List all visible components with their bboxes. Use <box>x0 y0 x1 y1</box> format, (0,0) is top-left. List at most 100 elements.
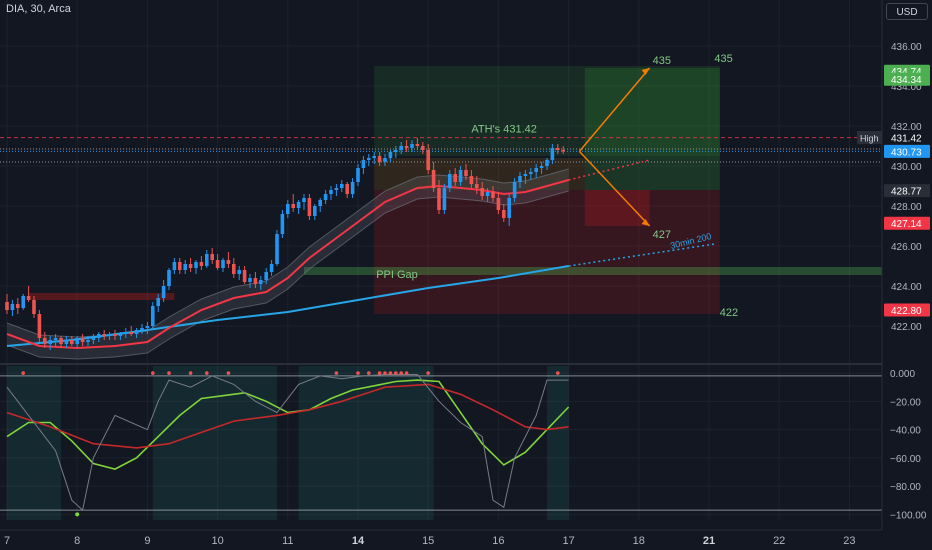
candle-body <box>534 168 538 172</box>
price-axis-tag-label: 422.80 <box>891 306 922 317</box>
time-tick-label: 11 <box>282 535 293 547</box>
annotation-435-arrow: 435 <box>653 55 671 67</box>
candle-body <box>53 338 58 340</box>
candle-body <box>80 338 85 342</box>
candle-body <box>199 262 204 266</box>
time-tick-label: 22 <box>773 535 785 547</box>
candle-body <box>156 298 160 306</box>
osc-shaded-zone <box>298 366 434 520</box>
osc-signal-dot <box>21 371 26 375</box>
candle-body <box>469 176 474 184</box>
price-tick-label: 434.00 <box>891 82 922 93</box>
osc-tick-label: −80.00 <box>890 482 921 493</box>
candle-body <box>496 198 501 210</box>
time-tick-label: 17 <box>562 535 574 547</box>
price-axis-tag <box>884 72 930 86</box>
osc-signal-dot <box>388 371 393 375</box>
osc-signal-dot <box>426 371 431 375</box>
candle-body <box>172 262 177 270</box>
price-axis-tag-label: 434.34 <box>891 75 922 86</box>
candle-body <box>151 306 155 326</box>
candle-body <box>86 340 90 342</box>
osc-signal-dot <box>334 371 339 375</box>
candle-body <box>183 264 187 270</box>
candle-body <box>269 264 274 272</box>
currency-button[interactable]: USD <box>886 3 928 20</box>
osc-tick-label: 0.000 <box>890 369 915 380</box>
candle-body <box>329 190 333 194</box>
price-tick-label: 426.00 <box>891 242 922 253</box>
osc-tick-label: −40.00 <box>890 426 921 437</box>
candle-body <box>37 314 42 338</box>
price-axis-tag-label: 430.73 <box>891 147 922 158</box>
price-tick-label: 424.00 <box>891 282 922 293</box>
high-tag <box>857 131 882 145</box>
candle-body <box>10 304 15 310</box>
time-tick-label: 9 <box>144 535 150 547</box>
candle-body <box>502 210 506 218</box>
candle-body <box>307 198 312 216</box>
time-tick-label: 14 <box>352 535 365 547</box>
candle-body <box>426 150 430 170</box>
candle-body <box>237 270 241 274</box>
price-tick-label: 430.00 <box>891 162 922 173</box>
candle-body <box>232 264 236 274</box>
osc-signal-dot <box>394 371 398 375</box>
target-zone-projection <box>584 68 720 190</box>
osc-signal-dot <box>75 512 80 517</box>
price-tick-label: 436.00 <box>891 42 922 53</box>
candle-body <box>550 148 555 160</box>
candle-body <box>383 158 387 162</box>
resistance-band <box>28 293 175 300</box>
candle-body <box>334 188 339 190</box>
candle-body <box>75 338 79 344</box>
time-tick-label: 7 <box>4 535 10 547</box>
candle-body <box>21 296 25 308</box>
candle-body <box>248 278 252 282</box>
osc-shaded-zone <box>152 366 277 520</box>
candle-body <box>437 188 441 210</box>
candle-body <box>340 184 344 188</box>
candle-body <box>458 170 463 182</box>
target-zone <box>374 66 720 156</box>
candle-body <box>296 202 301 208</box>
candle-body <box>107 334 112 336</box>
osc-signal-dot <box>404 371 409 375</box>
annotation-ath: ATH's 431.42 <box>471 124 536 136</box>
candle-body <box>226 260 231 264</box>
candle-body <box>356 168 360 182</box>
candle-body <box>32 300 36 314</box>
candle-body <box>350 182 355 194</box>
candle-body <box>415 144 420 146</box>
osc-signal-dot <box>226 371 231 375</box>
stop-zone-projection <box>584 190 650 226</box>
candle-body <box>345 184 349 194</box>
candle-body <box>242 270 247 282</box>
candle-body <box>70 340 74 344</box>
osc-series-line <box>6 379 570 470</box>
candle-body <box>404 146 409 148</box>
candle-body <box>113 334 117 336</box>
candle-body <box>205 254 209 266</box>
candle-body <box>361 160 366 168</box>
candle-body <box>194 262 198 268</box>
candle-body <box>286 204 290 214</box>
osc-signal-dot <box>356 371 360 375</box>
candle-body <box>556 148 560 150</box>
candle-body <box>145 326 150 328</box>
candle-body <box>523 174 528 176</box>
time-tick-label: 8 <box>74 535 80 547</box>
osc-tick-label: −60.00 <box>890 454 921 465</box>
ppi-gap-band <box>304 267 882 275</box>
time-tick-label: 23 <box>843 535 855 547</box>
candle-body <box>464 170 468 176</box>
osc-signal-dot <box>188 371 193 375</box>
price-axis-tag-label: 427.14 <box>891 219 922 230</box>
candle-body <box>399 146 403 150</box>
candle-body <box>561 150 565 152</box>
candle-body <box>259 280 263 284</box>
candle-body <box>161 286 166 298</box>
osc-signal-dot <box>205 371 209 375</box>
ema-envelope-lower <box>6 190 569 360</box>
